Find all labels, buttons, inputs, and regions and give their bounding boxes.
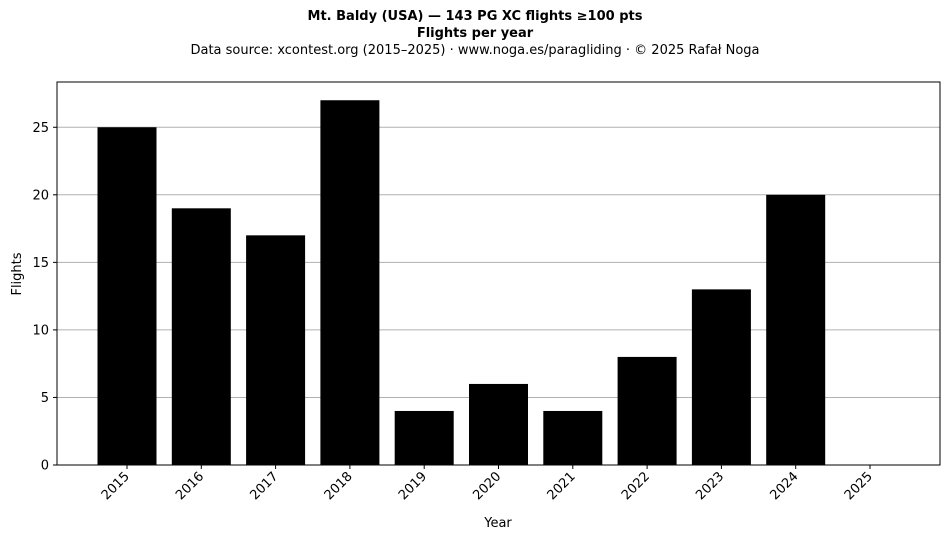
bar-2022 [617,356,677,465]
bar-2017 [246,235,306,465]
bar-2018 [320,100,380,465]
x-axis-ticks: 2015 2016 2017 2018 2019 2020 2021 2022 2023 2024… [99,465,876,503]
chart-subtitle: Flights per year [416,26,534,41]
y-tick-label: 0 [41,459,49,474]
y-tick-label: 5 [41,391,49,406]
bar-2015 [97,127,157,465]
bar-2019 [394,410,454,465]
chart-title: Mt. Baldy (USA) — 143 PG XC flights ≥100… [307,9,643,24]
x-tick-label: 2025 [842,469,876,503]
bar-2021 [543,410,603,465]
y-axis-label: Flights [10,252,25,295]
bars [97,100,826,466]
bar-2020 [469,383,528,465]
x-tick-label: 2019 [396,469,430,503]
x-tick-label: 2018 [322,469,356,503]
x-tick-label: 2021 [545,469,579,503]
bar-2016 [171,208,231,466]
chart-titles: Mt. Baldy (USA) — 143 PG XC flights ≥100… [0,8,950,60]
x-tick-label: 2024 [768,469,802,503]
y-tick-label: 25 [32,121,49,136]
x-tick-label: 2016 [173,469,207,503]
bar-2024 [766,194,826,465]
x-tick-label: 2015 [99,469,133,503]
x-tick-label: 2023 [693,469,727,503]
y-axis-ticks: 0 5 10 15 20 25 [32,121,57,474]
bar-2023 [691,289,751,465]
chart-source-note: Data source: xcontest.org (2015–2025) · … [190,43,760,58]
x-axis-label: Year [483,516,512,531]
x-tick-label: 2017 [247,469,281,503]
x-tick-label: 2022 [619,469,653,503]
y-tick-label: 20 [32,188,49,203]
x-tick-label: 2020 [470,469,504,503]
y-tick-label: 10 [32,323,49,338]
y-tick-label: 15 [32,256,49,271]
